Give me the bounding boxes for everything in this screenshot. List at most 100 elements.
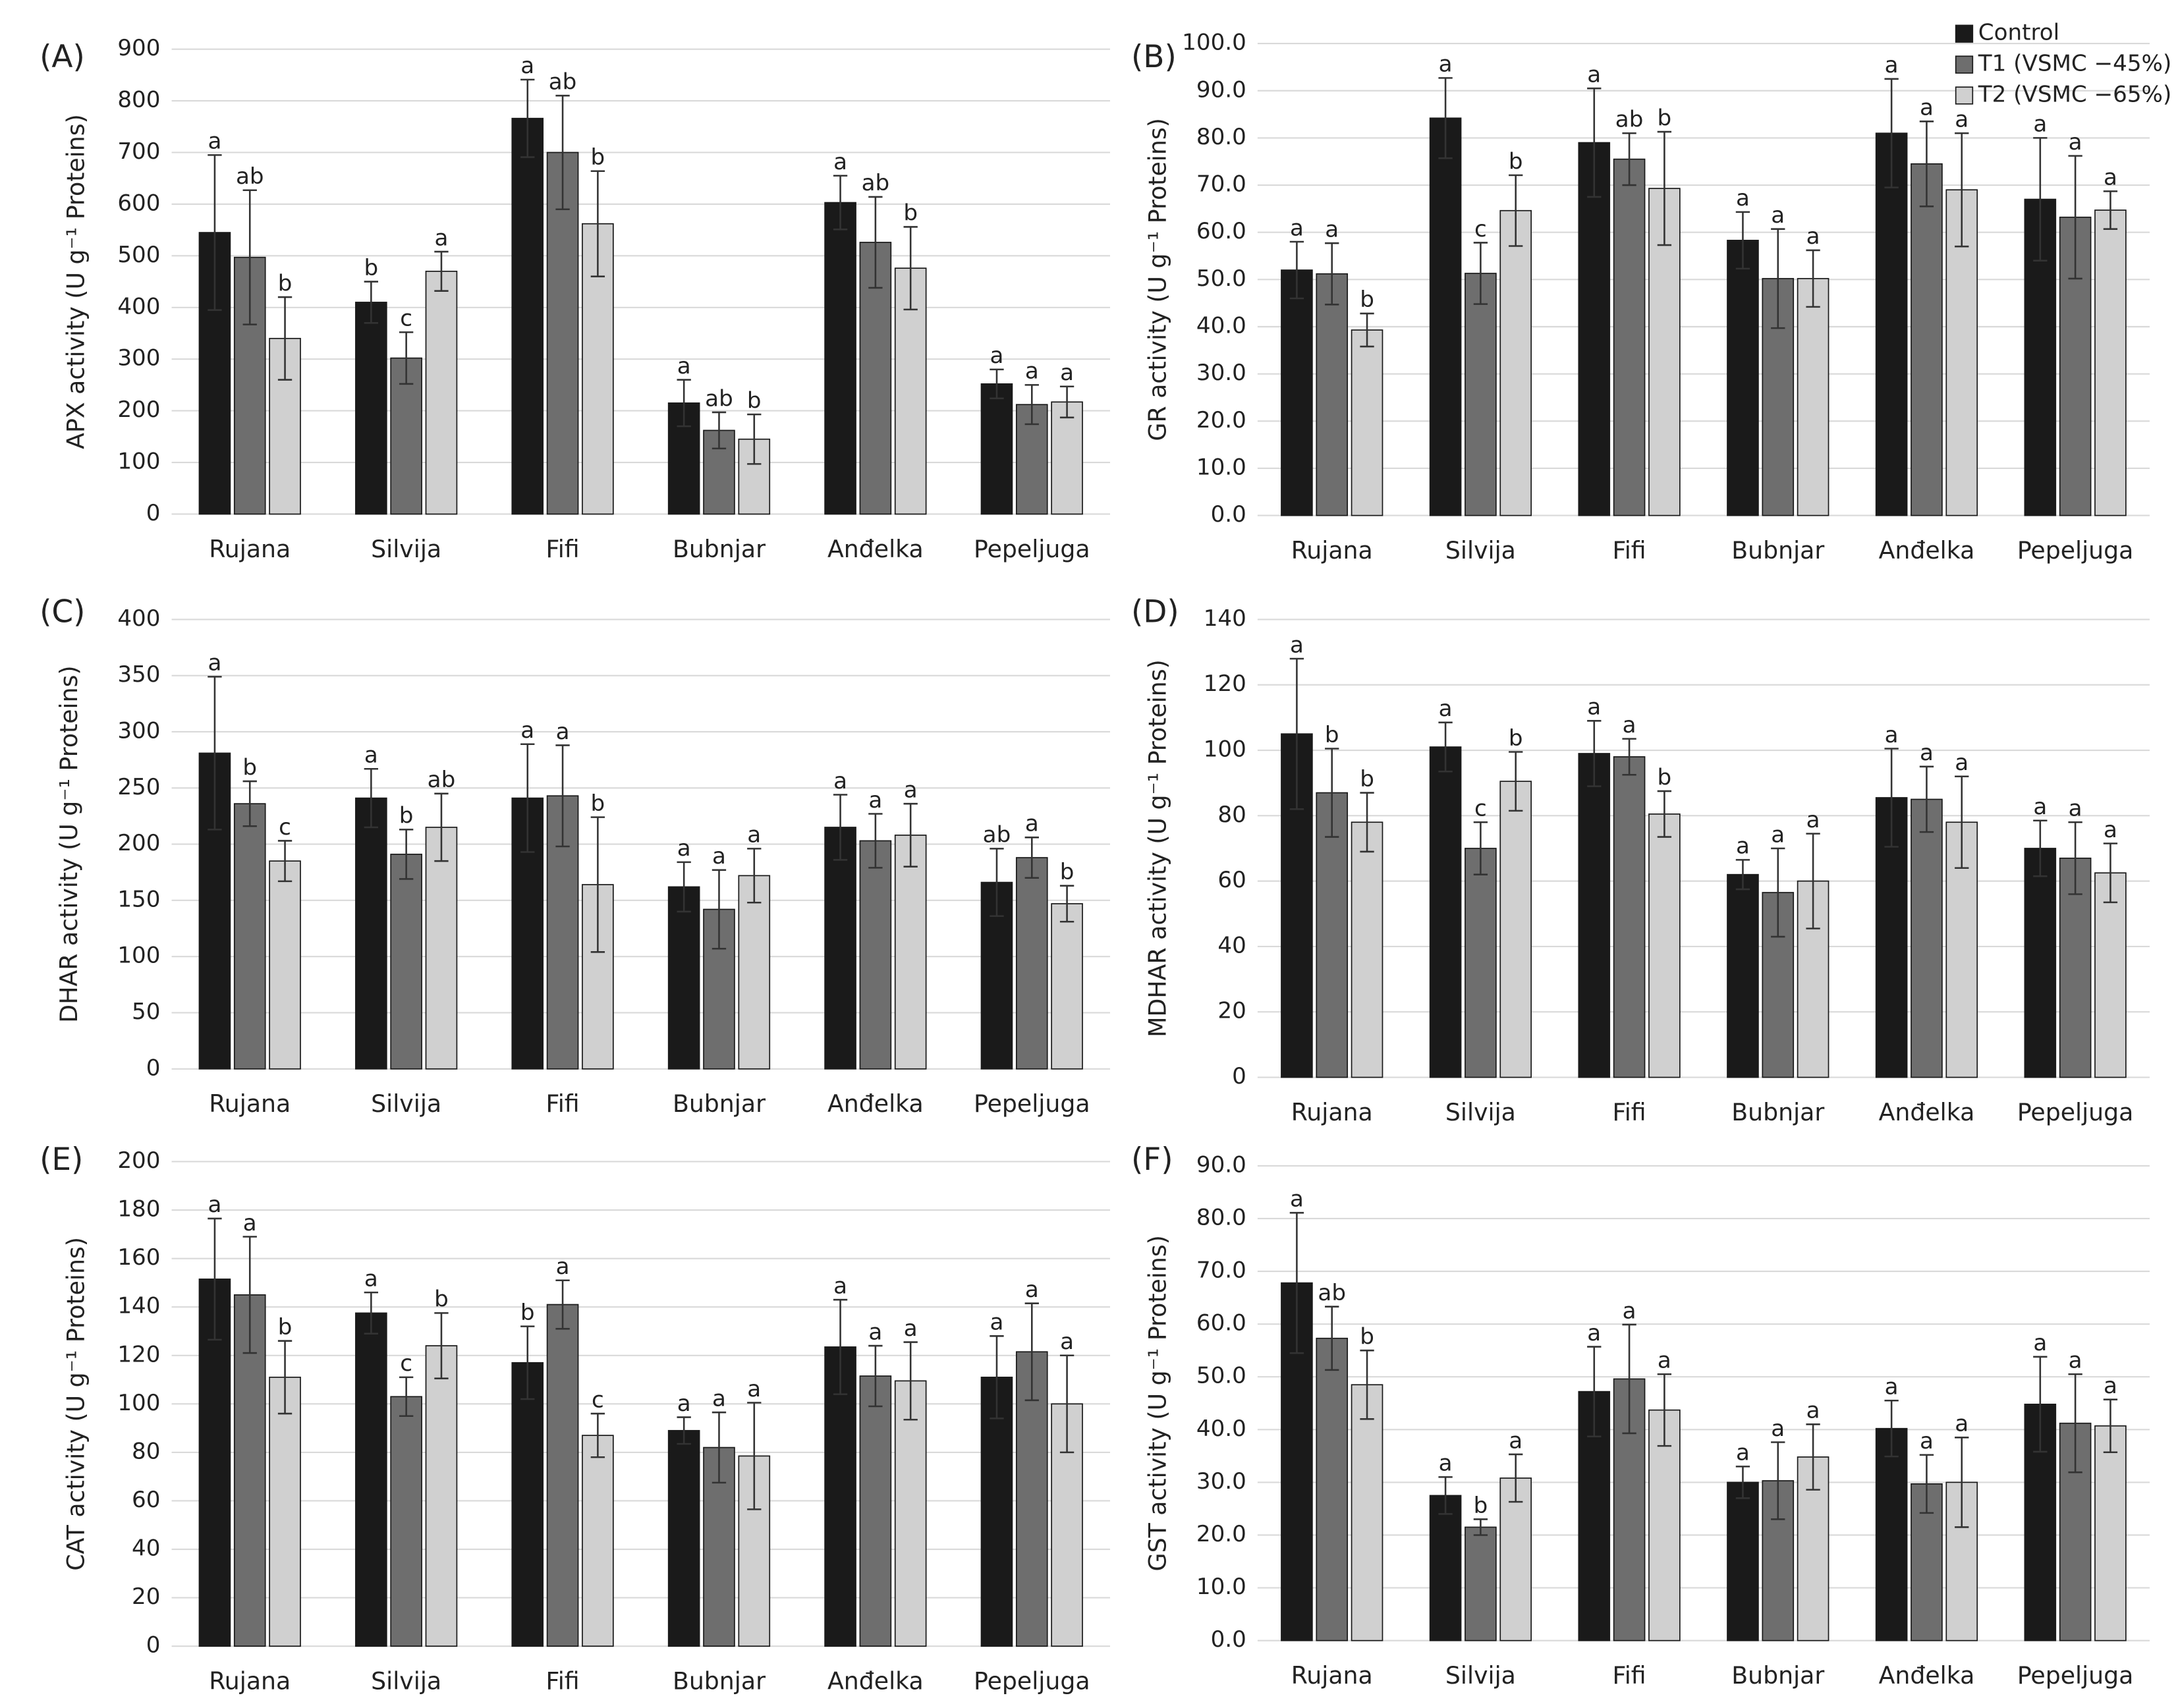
bar	[1727, 873, 1759, 1078]
significance-letter: c	[400, 306, 412, 332]
y-tick-label: 50.0	[1196, 1363, 1246, 1389]
error-bar	[1059, 885, 1075, 923]
error-bar	[712, 1411, 727, 1484]
error-bar	[2068, 155, 2082, 280]
panel-label: (E)	[40, 1142, 83, 1178]
significance-letter: a	[2104, 817, 2117, 843]
error-bar	[1622, 738, 1636, 776]
bar	[1875, 132, 1908, 516]
significance-letter: a	[904, 777, 918, 803]
bar	[425, 271, 458, 515]
x-tick-label: Anđelka	[1879, 536, 1975, 565]
bar	[1727, 1481, 1759, 1641]
significance-letter: a	[1920, 740, 1934, 766]
significance-letter: a	[1806, 1398, 1820, 1424]
x-tick-label: Fifi	[545, 1667, 579, 1695]
significance-letter: b	[1360, 287, 1374, 313]
significance-letter: a	[1623, 712, 1636, 738]
significance-letter: a	[1060, 360, 1074, 386]
significance-letter: a	[1060, 1329, 1074, 1355]
error-bar	[1771, 1441, 1785, 1520]
error-bar	[712, 411, 727, 450]
x-tick-label: Silvija	[371, 535, 441, 563]
significance-letter: a	[1587, 694, 1601, 721]
bar	[859, 1375, 892, 1647]
significance-letter: a	[2033, 794, 2047, 820]
significance-letter: a	[1290, 1186, 1304, 1212]
x-tick-label: Silvija	[1445, 536, 1516, 565]
x-tick-label: Anđelka	[827, 1667, 924, 1695]
bar	[233, 803, 266, 1070]
error-bar	[1438, 1476, 1453, 1515]
bar	[1051, 903, 1083, 1070]
error-bar	[833, 1298, 848, 1395]
significance-letter: a	[2069, 796, 2082, 822]
y-tick-label: 10.0	[1196, 454, 1246, 480]
error-bar	[1955, 775, 1969, 869]
bar	[269, 1377, 301, 1647]
error-bar	[1289, 1211, 1304, 1354]
x-tick-label: Fifi	[1613, 536, 1646, 565]
error-bar	[364, 1291, 379, 1335]
y-tick-label: 70.0	[1196, 171, 1246, 198]
bar	[1613, 756, 1646, 1078]
error-bar	[1919, 765, 1934, 833]
bar	[980, 383, 1013, 515]
significance-letter: a	[1771, 1416, 1785, 1442]
x-tick-label: Rujana	[209, 1667, 291, 1695]
x-tick-label: Rujana	[209, 1089, 291, 1118]
bar	[1648, 1409, 1681, 1641]
significance-letter: a	[868, 1319, 882, 1345]
error-bar	[1059, 1354, 1075, 1454]
error-bar	[2033, 1356, 2048, 1453]
significance-letter: a	[1806, 807, 1820, 833]
significance-letter: a	[1025, 1277, 1039, 1303]
error-bar	[1657, 1373, 1672, 1447]
y-tick-label: 200	[117, 1147, 160, 1174]
panel-label: (D)	[1131, 593, 1179, 630]
error-bar	[434, 250, 449, 292]
significance-letter: a	[520, 717, 534, 744]
significance-letter: a	[833, 149, 847, 175]
y-tick-label: 50.0	[1196, 265, 1246, 292]
y-tick-label: 0	[146, 1632, 161, 1659]
error-bar	[1289, 657, 1304, 810]
error-bar	[1360, 792, 1374, 853]
significance-letter: b	[1509, 148, 1523, 175]
significance-letter: a	[208, 128, 221, 155]
significance-letter: a	[1955, 750, 1969, 776]
bar	[738, 875, 771, 1070]
x-tick-label: Fifi	[545, 535, 579, 563]
y-tick-label: 200	[117, 397, 160, 423]
y-tick-label: 400	[117, 605, 160, 632]
x-tick-label: Bubnjar	[1731, 1661, 1824, 1690]
significance-letter: a	[1658, 1348, 1671, 1374]
bar	[1281, 269, 1313, 516]
error-bar	[1473, 242, 1488, 305]
error-bar	[1735, 859, 1750, 891]
error-bar	[1919, 121, 1934, 207]
error-bar	[1806, 833, 1820, 929]
significance-letter: b	[1658, 764, 1672, 790]
error-bar	[1884, 78, 1899, 188]
error-bar	[1735, 1466, 1750, 1499]
significance-letter: a	[1439, 1450, 1453, 1477]
significance-letter: a	[747, 1376, 761, 1402]
error-bar	[1024, 384, 1039, 426]
y-tick-label: 600	[117, 190, 160, 216]
significance-letter: a	[712, 1386, 726, 1412]
x-tick-label: Bubnjar	[673, 535, 766, 563]
bar	[1499, 209, 1532, 516]
panel-label: (C)	[40, 593, 85, 630]
bar	[425, 827, 458, 1070]
bar	[1911, 798, 1943, 1078]
bar	[1351, 821, 1383, 1078]
bar	[667, 886, 700, 1070]
y-tick-label: 90.0	[1196, 76, 1246, 103]
error-bar	[1473, 821, 1488, 875]
significance-letter: a	[1920, 95, 1934, 121]
significance-letter: a	[747, 822, 761, 848]
bar	[2094, 872, 2127, 1078]
significance-letter: a	[1587, 1320, 1601, 1346]
y-tick-label: 10.0	[1196, 1574, 1246, 1600]
